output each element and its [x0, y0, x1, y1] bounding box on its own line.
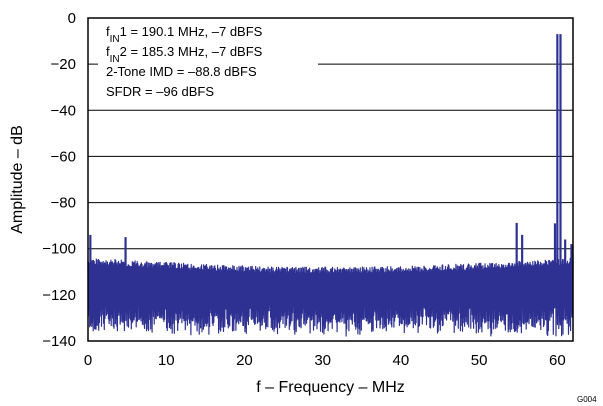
y-tick-label: −20 — [51, 56, 76, 73]
annotation-line: fIN1 = 190.1 MHz, –7 dBFS — [106, 24, 263, 45]
y-tick-label: −120 — [42, 287, 76, 304]
y-tick-label: −40 — [51, 102, 76, 119]
x-tick-label: 40 — [393, 352, 410, 369]
x-tick-labels: 0 10 20 30 40 50 60 — [84, 352, 566, 369]
plot-frame — [87, 17, 574, 342]
x-tick-label: 10 — [158, 352, 175, 369]
y-tick-label: −80 — [51, 195, 76, 212]
spectrum-series — [87, 34, 574, 337]
y-axis-label: Amplitude – dB — [9, 125, 26, 234]
y-tick-label: −60 — [51, 148, 76, 165]
x-tick-label: 60 — [549, 352, 566, 369]
noise-floor-trace — [87, 257, 574, 337]
x-tick-label: 0 — [84, 352, 92, 369]
annotation-line: fIN2 = 185.3 MHz, –7 dBFS — [106, 44, 263, 65]
annotation-line: SFDR = –96 dBFS — [106, 84, 214, 99]
y-tick-label: −100 — [42, 241, 76, 258]
x-axis-label: f – Frequency – MHz — [256, 379, 405, 396]
y-tick-label: 0 — [68, 10, 76, 27]
x-tick-label: 20 — [236, 352, 253, 369]
y-tick-label: −140 — [42, 333, 76, 350]
annotation-line: 2-Tone IMD = –88.8 dBFS — [106, 64, 257, 79]
figure-id: G004 — [577, 395, 597, 404]
x-tick-label: 30 — [314, 352, 331, 369]
y-tick-labels: 0 −20 −40 −60 −80 −100 −120 −140 — [42, 10, 76, 350]
x-tick-label: 50 — [471, 352, 488, 369]
annotation-box — [98, 22, 318, 108]
